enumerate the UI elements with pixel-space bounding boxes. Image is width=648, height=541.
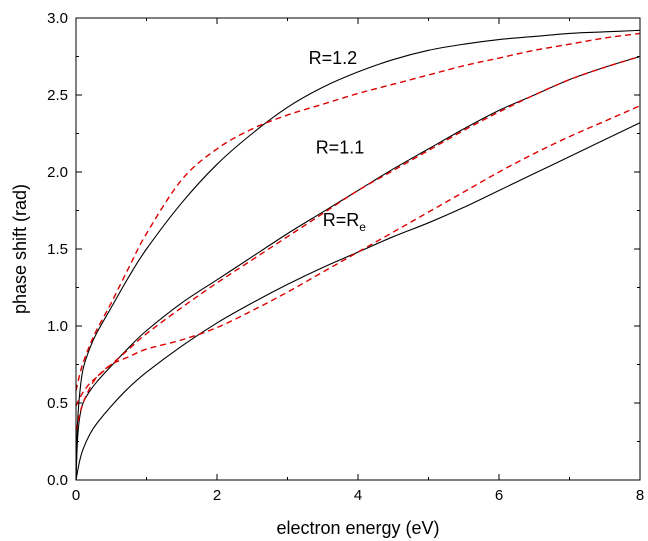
x-tick-label: 0	[72, 487, 80, 504]
y-tick-label: 2.5	[47, 87, 68, 104]
x-tick-label: 4	[354, 487, 362, 504]
axis-ticks	[75, 17, 641, 481]
chart-series	[75, 29, 641, 481]
dashed-series-line-5	[75, 105, 641, 431]
curve-label: R=1.1	[316, 138, 365, 158]
solid-series-line-2	[75, 55, 641, 481]
y-tick-label: 0.5	[47, 395, 68, 412]
dashed-series-line-1	[75, 32, 641, 391]
y-tick-label: 3.0	[47, 10, 68, 27]
x-tick-label: 2	[213, 487, 221, 504]
y-tick-label: 2.0	[47, 164, 68, 181]
curve-label-subscript: e	[359, 220, 366, 234]
x-tick-label: 6	[495, 487, 503, 504]
curve-label: R=1.2	[309, 48, 358, 68]
y-tick-label: 0.0	[47, 472, 68, 489]
curve-label: R=Re	[323, 210, 367, 234]
axis-tick-labels: 0 2 4 6 8 0.0 0.5 1.0 1.5 2.0 2.5 3.0	[47, 10, 644, 504]
curve-annotations: R=1.2 R=1.1 R=Re	[309, 48, 367, 234]
y-tick-label: 1.0	[47, 318, 68, 335]
y-axis-title: phase shift (rad)	[10, 184, 30, 314]
solid-series-line-4	[75, 122, 641, 481]
dashed-series-line-3	[75, 55, 641, 407]
y-tick-label: 1.5	[47, 241, 68, 258]
x-axis-title: electron energy (eV)	[276, 518, 439, 538]
x-tick-label: 8	[636, 487, 644, 504]
plot-frame	[75, 17, 641, 481]
solid-series-line-0	[75, 29, 641, 481]
